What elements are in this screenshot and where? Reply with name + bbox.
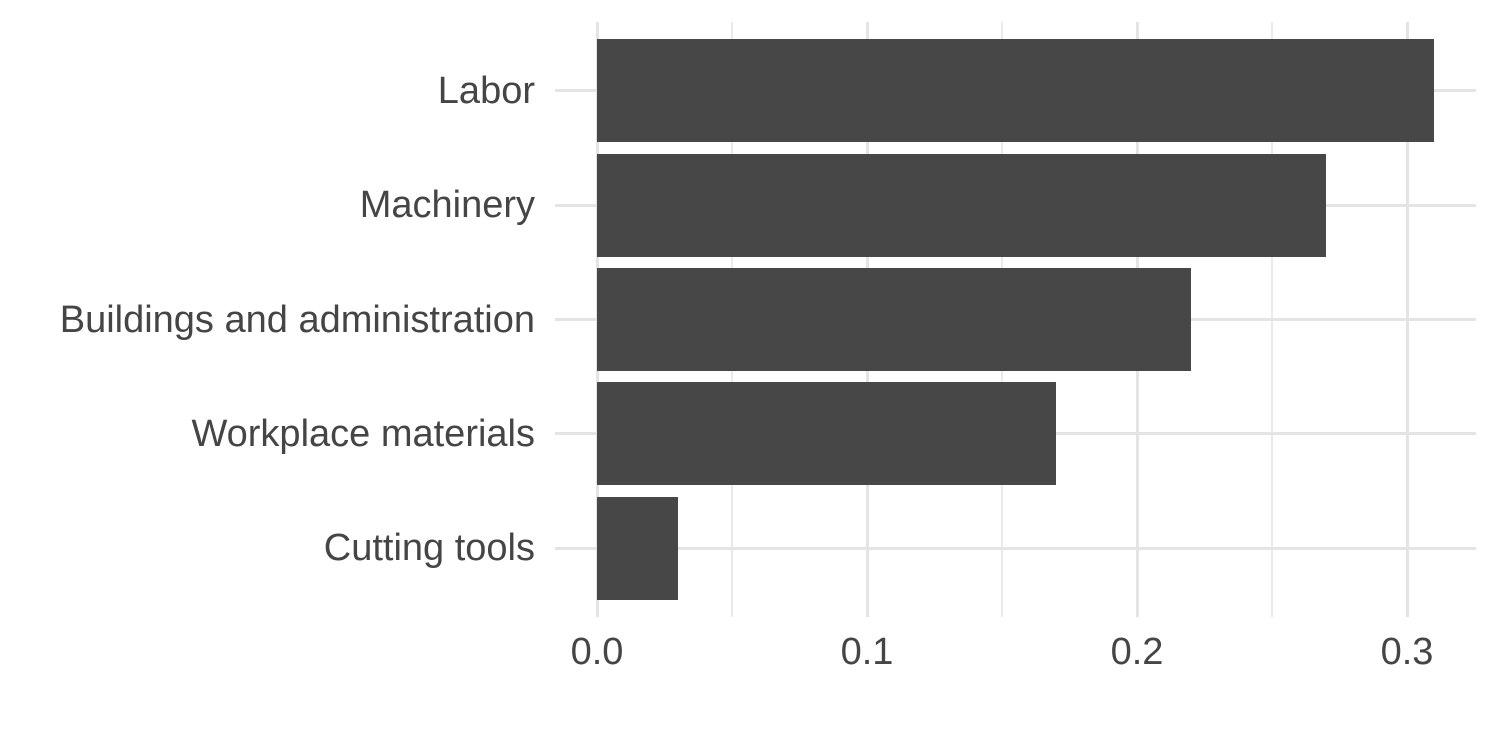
x-axis-tick-label: 0.3	[1380, 631, 1434, 673]
bar	[597, 153, 1326, 257]
y-axis-tick-label: Machinery	[359, 184, 535, 227]
x-axis-tick-label: 0.0	[570, 631, 624, 673]
x-axis-tick-label: 0.1	[840, 631, 894, 673]
y-axis-tick-label: Workplace materials	[191, 412, 535, 455]
y-axis-tick-label: Cutting tools	[323, 527, 535, 570]
y-axis-tick-label: Labor	[437, 69, 535, 112]
bar	[597, 382, 1056, 486]
bar	[597, 268, 1191, 371]
y-major-gridline	[555, 546, 1476, 550]
bar	[597, 496, 678, 600]
bar	[597, 39, 1434, 143]
x-axis-tick-label: 0.2	[1110, 631, 1164, 673]
y-axis-tick-label: Buildings and administration	[59, 298, 535, 341]
